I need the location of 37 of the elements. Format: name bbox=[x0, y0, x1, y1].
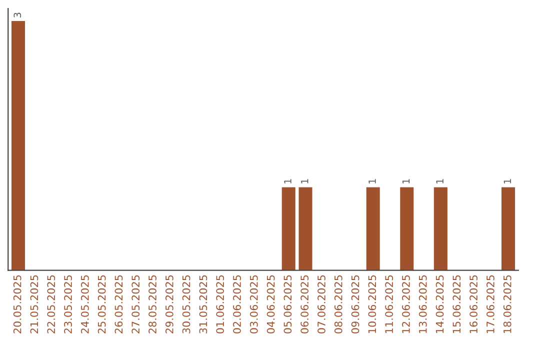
data-label: 1 bbox=[436, 179, 444, 184]
x-tick-label: 02.06.2025 bbox=[233, 275, 241, 334]
x-tick-label: 29.05.2025 bbox=[165, 275, 174, 334]
x-tick-label: 05.06.2025 bbox=[284, 275, 292, 334]
x-tick-label: 13.06.2025 bbox=[418, 275, 427, 333]
x-tick-label: 03.06.2025 bbox=[250, 275, 258, 334]
data-label: 1 bbox=[402, 179, 410, 184]
data-label: 3 bbox=[14, 12, 22, 18]
x-tick-label: 20.05.2025 bbox=[13, 275, 22, 334]
x-tick-label: 11.06.2025 bbox=[385, 275, 394, 333]
x-tick-label: 10.06.2025 bbox=[368, 275, 376, 333]
x-tick-label: 22.05.2025 bbox=[47, 275, 56, 334]
x-tick-label: 15.06.2025 bbox=[452, 275, 461, 333]
data-label: 1 bbox=[301, 179, 308, 184]
data-label: 1 bbox=[504, 179, 511, 184]
x-tick-label: 07.06.2025 bbox=[318, 275, 326, 334]
data-label: 1 bbox=[284, 179, 292, 184]
x-tick-label: 23.05.2025 bbox=[64, 275, 72, 334]
x-tick-label: 09.06.2025 bbox=[351, 275, 360, 334]
x-tick-label: 16.06.2025 bbox=[470, 275, 478, 333]
x-tick-label: 06.06.2025 bbox=[300, 275, 309, 334]
x-tick-label: 04.06.2025 bbox=[266, 275, 275, 334]
x-tick-label: 30.05.2025 bbox=[182, 275, 190, 334]
x-tick-label: 18.06.2025 bbox=[503, 275, 512, 333]
x-tick-label: 26.05.2025 bbox=[114, 275, 123, 334]
x-tick-label: 17.06.2025 bbox=[486, 275, 494, 333]
x-tick-label: 12.06.2025 bbox=[402, 275, 410, 333]
x-tick-label: 27.05.2025 bbox=[132, 275, 140, 334]
x-tick-label: 21.05.2025 bbox=[30, 275, 38, 334]
x-tick-label: 14.06.2025 bbox=[436, 275, 444, 333]
data-label: 1 bbox=[368, 179, 376, 184]
x-tick-label: 01.06.2025 bbox=[216, 275, 224, 334]
x-tick-label: 28.05.2025 bbox=[148, 275, 156, 334]
x-tick-label: 31.05.2025 bbox=[199, 275, 208, 334]
x-tick-label: 24.05.2025 bbox=[80, 275, 89, 334]
x-tick-label: 25.05.2025 bbox=[98, 275, 106, 334]
x-tick-label: 08.06.2025 bbox=[334, 275, 342, 334]
